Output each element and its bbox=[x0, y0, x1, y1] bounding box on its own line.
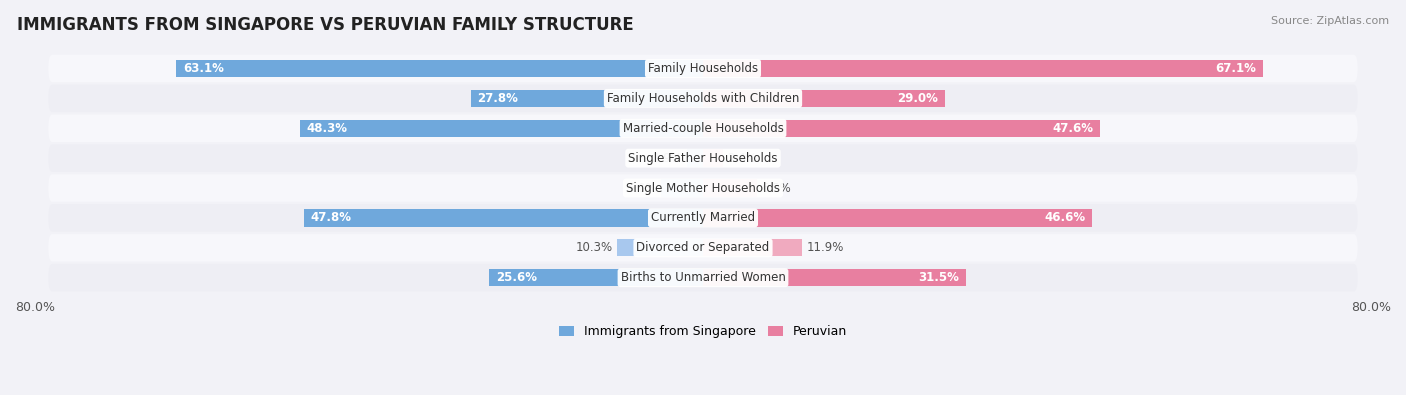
Text: Source: ZipAtlas.com: Source: ZipAtlas.com bbox=[1271, 16, 1389, 26]
FancyBboxPatch shape bbox=[48, 234, 1358, 261]
Bar bbox=[703, 149, 723, 167]
Text: IMMIGRANTS FROM SINGAPORE VS PERUVIAN FAMILY STRUCTURE: IMMIGRANTS FROM SINGAPORE VS PERUVIAN FA… bbox=[17, 16, 634, 34]
Bar bbox=[176, 60, 703, 77]
Text: 10.3%: 10.3% bbox=[575, 241, 613, 254]
Bar bbox=[661, 179, 703, 197]
Text: 1.9%: 1.9% bbox=[652, 152, 683, 165]
Text: 63.1%: 63.1% bbox=[183, 62, 224, 75]
Text: Divorced or Separated: Divorced or Separated bbox=[637, 241, 769, 254]
Text: Family Households with Children: Family Households with Children bbox=[607, 92, 799, 105]
Bar bbox=[617, 239, 703, 256]
Text: Births to Unmarried Women: Births to Unmarried Women bbox=[620, 271, 786, 284]
Text: 2.4%: 2.4% bbox=[727, 152, 756, 165]
Bar bbox=[489, 269, 703, 286]
Text: 47.6%: 47.6% bbox=[1053, 122, 1094, 135]
Bar bbox=[299, 120, 703, 137]
Bar bbox=[703, 120, 1101, 137]
Text: 46.6%: 46.6% bbox=[1045, 211, 1085, 224]
Text: Single Father Households: Single Father Households bbox=[628, 152, 778, 165]
Text: 29.0%: 29.0% bbox=[897, 92, 938, 105]
Bar bbox=[703, 239, 803, 256]
Legend: Immigrants from Singapore, Peruvian: Immigrants from Singapore, Peruvian bbox=[554, 320, 852, 343]
Bar bbox=[703, 209, 1092, 227]
Bar bbox=[703, 179, 758, 197]
FancyBboxPatch shape bbox=[48, 85, 1358, 112]
Text: 67.1%: 67.1% bbox=[1216, 62, 1257, 75]
Text: 5.0%: 5.0% bbox=[627, 182, 657, 195]
Text: 11.9%: 11.9% bbox=[807, 241, 844, 254]
Text: Married-couple Households: Married-couple Households bbox=[623, 122, 783, 135]
FancyBboxPatch shape bbox=[48, 115, 1358, 142]
Text: 25.6%: 25.6% bbox=[496, 271, 537, 284]
FancyBboxPatch shape bbox=[48, 145, 1358, 172]
FancyBboxPatch shape bbox=[48, 174, 1358, 202]
Text: 6.5%: 6.5% bbox=[762, 182, 792, 195]
Bar bbox=[688, 149, 703, 167]
FancyBboxPatch shape bbox=[48, 204, 1358, 232]
FancyBboxPatch shape bbox=[48, 55, 1358, 82]
Bar bbox=[703, 90, 945, 107]
Text: Currently Married: Currently Married bbox=[651, 211, 755, 224]
Text: 48.3%: 48.3% bbox=[307, 122, 347, 135]
Bar bbox=[703, 60, 1263, 77]
FancyBboxPatch shape bbox=[48, 264, 1358, 292]
Bar bbox=[471, 90, 703, 107]
Bar bbox=[703, 269, 966, 286]
Text: Family Households: Family Households bbox=[648, 62, 758, 75]
Bar bbox=[304, 209, 703, 227]
Text: 27.8%: 27.8% bbox=[478, 92, 519, 105]
Text: 47.8%: 47.8% bbox=[311, 211, 352, 224]
Text: 31.5%: 31.5% bbox=[918, 271, 959, 284]
Text: Single Mother Households: Single Mother Households bbox=[626, 182, 780, 195]
